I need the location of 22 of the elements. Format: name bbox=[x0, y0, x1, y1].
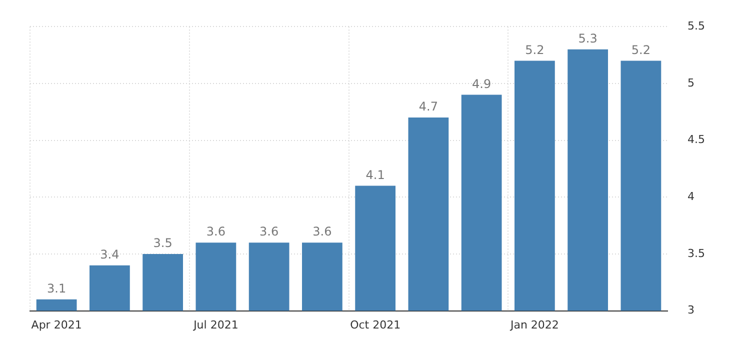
data-label: 3.5 bbox=[153, 236, 172, 250]
x-tick-label: Jan 2022 bbox=[509, 318, 559, 332]
x-tick-label: Apr 2021 bbox=[31, 318, 82, 332]
data-label: 4.9 bbox=[472, 76, 492, 91]
data-label: 5.2 bbox=[525, 42, 544, 57]
y-tick-label: 5 bbox=[688, 76, 695, 90]
data-label: 3.4 bbox=[100, 247, 120, 262]
data-label: 3.6 bbox=[260, 224, 279, 239]
x-tick-label: Jul 2021 bbox=[192, 318, 238, 332]
data-label: 4.1 bbox=[366, 168, 385, 182]
x-tick-label: Oct 2021 bbox=[350, 318, 401, 332]
data-label: 4.7 bbox=[418, 100, 438, 114]
data-label: 3.6 bbox=[206, 224, 226, 239]
data-label: 3.6 bbox=[312, 224, 332, 239]
y-tick-label: 4 bbox=[688, 190, 695, 203]
data-label: 5.3 bbox=[578, 31, 598, 46]
data-label: 3.1 bbox=[47, 282, 66, 296]
y-tick-label: 3 bbox=[688, 304, 695, 317]
y-tick-label: 5.5 bbox=[688, 19, 706, 32]
data-label: 5.2 bbox=[631, 42, 650, 57]
y-tick-label: 4.5 bbox=[688, 133, 706, 146]
y-tick-label: 3.5 bbox=[688, 246, 706, 260]
